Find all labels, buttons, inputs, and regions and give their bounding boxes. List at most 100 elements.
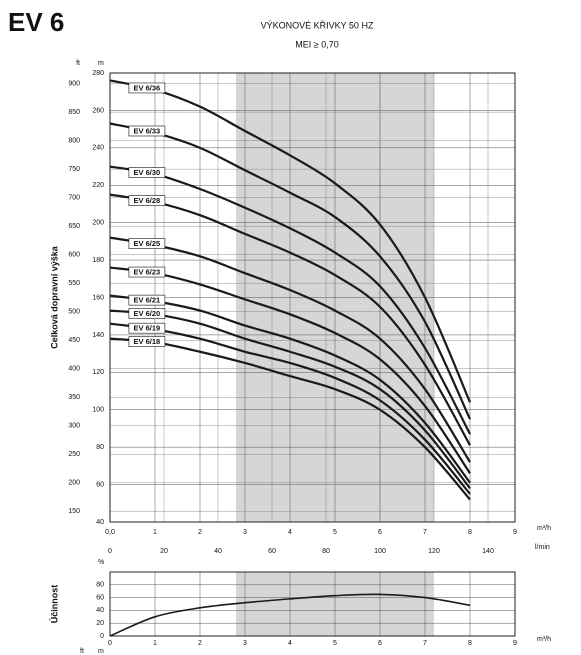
y2-tick-label: 400: [68, 366, 80, 373]
y-axis-label: Účinnost: [48, 585, 59, 624]
y2-tick-label: 900: [68, 80, 80, 87]
x2-tick-label: 100: [374, 548, 386, 555]
curve: [109, 294, 471, 484]
y-tick-label: 260: [92, 107, 104, 114]
x-unit: m³/h: [537, 525, 551, 532]
y-tick-label: 200: [92, 220, 104, 227]
y2-tick-label: 500: [68, 309, 80, 316]
y-tick-label: 60: [96, 594, 104, 601]
y2-tick-label: 750: [68, 166, 80, 173]
series-label: EV 6/21: [134, 296, 161, 305]
y2-tick-label: 250: [68, 451, 80, 458]
curve: [109, 165, 471, 435]
y-tick-label: 100: [92, 407, 104, 414]
x2-tick-label: 80: [322, 548, 330, 555]
series-label-box: [128, 238, 166, 249]
y-axis-label: Celková dopravní výška: [49, 245, 59, 349]
curve: [109, 122, 471, 420]
y-tick-label: 40: [96, 519, 104, 526]
footer-unit: m: [98, 648, 104, 655]
y-tick-label: 40: [96, 607, 104, 614]
series-label: EV 6/36: [134, 83, 161, 92]
curve: [109, 236, 471, 463]
y2-tick-label: 200: [68, 480, 80, 487]
x-tick-label: 4: [288, 529, 292, 536]
series-label-box: [128, 195, 166, 206]
y-unit: %: [98, 559, 104, 566]
footer-unit: ft: [80, 648, 84, 655]
x-tick-label: 2: [198, 640, 202, 647]
x-tick-label: 7: [423, 640, 427, 647]
x-tick-label: 8: [468, 640, 472, 647]
x2-tick-label: 20: [160, 548, 168, 555]
y-unit: m: [98, 60, 104, 67]
x-tick-label: 0: [108, 640, 112, 647]
y2-tick-label: 650: [68, 223, 80, 230]
y2-tick-label: 550: [68, 280, 80, 287]
series-label: EV 6/28: [134, 196, 161, 205]
x-tick-label: 0,0: [105, 529, 115, 536]
y-tick-label: 20: [96, 620, 104, 627]
series-label-box: [128, 167, 166, 178]
series-label-box: [128, 322, 166, 334]
x-tick-label: 9: [513, 640, 517, 647]
x-tick-label: 3: [243, 529, 247, 536]
y2-tick-label: 800: [68, 137, 80, 144]
x-tick-label: 5: [333, 640, 337, 647]
curve: [109, 79, 472, 403]
page-title: EV 6: [8, 7, 64, 37]
y2-tick-label: 300: [68, 423, 80, 430]
series-label-box: [128, 125, 166, 137]
x2-tick-label: 0: [108, 548, 112, 555]
curve: [109, 322, 471, 495]
x-tick-label: 5: [333, 529, 337, 536]
series-label: EV 6/20: [134, 309, 161, 318]
x-tick-label: 6: [378, 529, 382, 536]
plot-frame: [109, 571, 516, 637]
chart-note: MEI ≥ 0,70: [295, 39, 338, 49]
series-label: EV 6/23: [134, 268, 161, 277]
x2-unit: l/min: [535, 544, 550, 551]
x2-tick-label: 40: [214, 548, 222, 555]
x-tick-label: 4: [288, 640, 292, 647]
x2-tick-label: 60: [268, 548, 276, 555]
curve: [109, 193, 471, 446]
curve: [109, 266, 471, 474]
x-unit: m³/h: [537, 636, 551, 643]
x-tick-label: 1: [153, 640, 157, 647]
y-tick-label: 220: [92, 182, 104, 189]
y-tick-label: 120: [92, 369, 104, 376]
curve: [109, 309, 471, 489]
y2-tick-label: 450: [68, 337, 80, 344]
series-label: EV 6/33: [134, 126, 161, 135]
chart-title: VÝKONOVÉ KŘIVKY 50 HZ: [261, 20, 374, 30]
x-tick-label: 3: [243, 640, 247, 647]
y-tick-label: 0: [100, 633, 104, 640]
x-tick-label: 1: [153, 529, 157, 536]
x-tick-label: 8: [468, 529, 472, 536]
curve: [109, 593, 471, 637]
y2-tick-label: 600: [68, 252, 80, 259]
series-label: EV 6/25: [134, 239, 161, 248]
series-label-box: [128, 82, 166, 94]
y2-tick-label: 350: [68, 394, 80, 401]
series-label: EV 6/30: [134, 168, 161, 177]
y-tick-label: 280: [92, 70, 104, 77]
series-label-box: [128, 266, 166, 278]
plot-frame: [109, 72, 516, 523]
series-label-box: [128, 336, 166, 347]
series-label-box: [128, 294, 166, 306]
series-label: EV 6/18: [134, 337, 161, 346]
x-tick-label: 6: [378, 640, 382, 647]
y-tick-label: 240: [92, 145, 104, 152]
y-tick-label: 160: [92, 294, 104, 301]
x-tick-label: 7: [423, 529, 427, 536]
series-label-box: [128, 308, 166, 319]
x-tick-label: 9: [513, 529, 517, 536]
x2-tick-label: 140: [482, 548, 494, 555]
y2-tick-label: 150: [68, 508, 80, 515]
y-tick-label: 180: [92, 257, 104, 264]
curve: [109, 337, 471, 501]
y-tick-label: 140: [92, 332, 104, 339]
